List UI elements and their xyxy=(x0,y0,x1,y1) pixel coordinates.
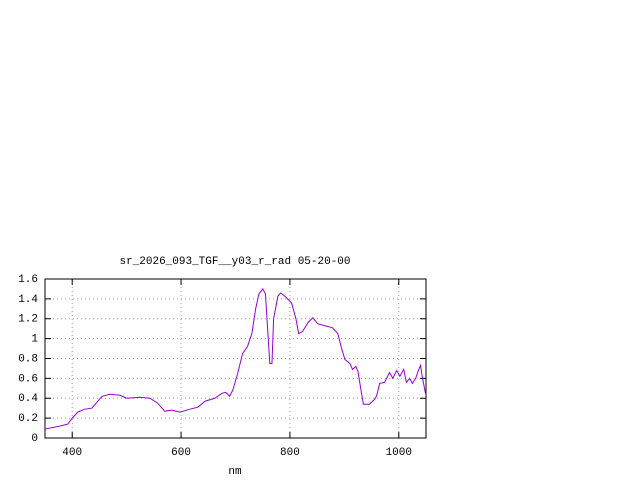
y-tick-label: 1.4 xyxy=(18,294,38,306)
chart-title: sr_2026_093_TGF__y03_r_rad 05-20-00 xyxy=(119,256,350,268)
y-tick-label: 1.2 xyxy=(18,314,38,326)
y-tick-label: 0.8 xyxy=(18,353,38,365)
y-tick-label: 1 xyxy=(31,334,38,346)
y-tick-label: 0.6 xyxy=(18,373,38,385)
x-tick-label: 400 xyxy=(62,447,82,459)
plot-border xyxy=(44,278,427,439)
y-tick-label: 0.2 xyxy=(18,413,38,425)
x-axis-label: nm xyxy=(228,466,242,478)
x-tick-label: 600 xyxy=(171,447,191,459)
x-tick-label: 800 xyxy=(280,447,300,459)
data-line xyxy=(44,288,426,430)
y-tick-label: 1.6 xyxy=(18,274,38,286)
y-tick-label: 0 xyxy=(31,433,38,445)
x-tick-label: 1000 xyxy=(386,447,412,459)
y-tick-label: 0.4 xyxy=(18,393,38,405)
